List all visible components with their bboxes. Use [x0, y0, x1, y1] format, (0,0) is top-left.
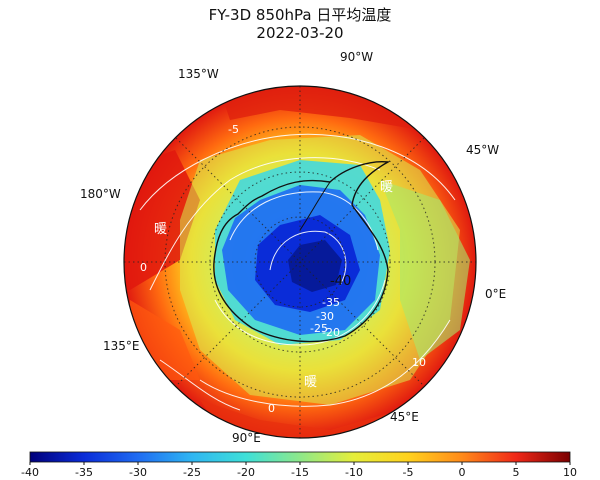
- colorbar-tick-label: -10: [345, 466, 363, 479]
- warm-label-north: 暖: [380, 180, 393, 195]
- contour-label-0-south: 0: [268, 402, 275, 415]
- colorbar-tick-label: -40: [21, 466, 39, 479]
- lon-label-180w: 180°W: [80, 187, 121, 201]
- chart-title: FY-3D 850hPa 日平均温度: [208, 6, 392, 24]
- contour-label-0-west: 0: [140, 261, 147, 274]
- lon-label-45e: 45°E: [390, 410, 419, 424]
- colorbar-tick-label: 10: [563, 466, 577, 479]
- lon-label-0e: 0°E: [485, 287, 506, 301]
- colorbar-tick-label: 0: [459, 466, 466, 479]
- lon-label-90w: 90°W: [340, 50, 373, 64]
- colorbar: [29, 451, 571, 463]
- contour-label-5-top: 5: [312, 72, 319, 85]
- lon-label-90e: 90°E: [232, 431, 261, 445]
- contour-label-neg20: -20: [322, 326, 340, 339]
- antarctica-coastline: [213, 160, 391, 343]
- contour-label-neg35: -35: [322, 296, 340, 309]
- colorbar-tick-label: -25: [183, 466, 201, 479]
- warm-label-south: 暖: [304, 375, 317, 390]
- contour-label-10: 10: [412, 356, 426, 369]
- colorbar-tick-label: -5: [403, 466, 414, 479]
- warm-label-west: 暖: [154, 222, 167, 237]
- colorbar-ticks: -40 -35 -30 -25 -20 -15 -10 -5 0 5 10: [21, 462, 577, 479]
- map-boundary: [123, 85, 477, 439]
- lon-label-135w: 135°W: [178, 67, 219, 81]
- peninsula-coastline: [299, 181, 331, 231]
- colorbar-tick-label: 5: [513, 466, 520, 479]
- chart-date: 2022-03-20: [256, 24, 344, 42]
- contour-label-neg25: -25: [310, 322, 328, 335]
- graticule: [124, 86, 476, 438]
- colorbar-tick-label: -15: [291, 466, 309, 479]
- contour-label-neg5: -5: [228, 123, 239, 136]
- colorbar-tick-label: -20: [237, 466, 255, 479]
- lon-label-45w: 45°W: [466, 143, 499, 157]
- contour-label-neg30: -30: [316, 310, 334, 323]
- contour-lines: [139, 133, 456, 411]
- lon-label-135e: 135°E: [103, 339, 140, 353]
- contour-label-neg40: -40: [330, 274, 351, 289]
- colorbar-tick-label: -30: [129, 466, 147, 479]
- colorbar-tick-label: -35: [75, 466, 93, 479]
